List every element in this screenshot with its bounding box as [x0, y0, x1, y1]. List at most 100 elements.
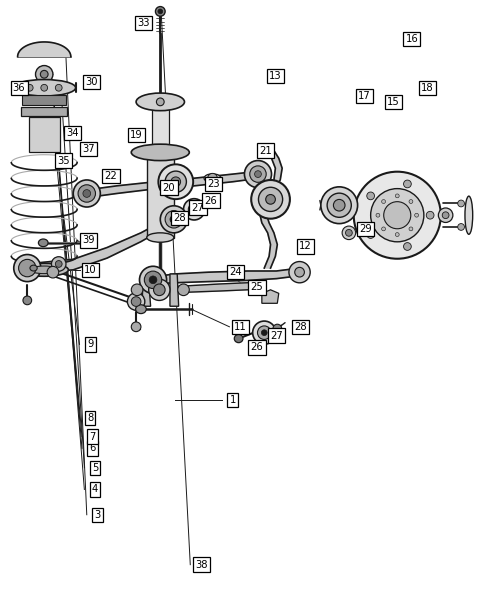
- Ellipse shape: [204, 174, 221, 183]
- Text: 30: 30: [85, 77, 98, 87]
- Circle shape: [155, 6, 165, 16]
- Circle shape: [188, 204, 199, 215]
- Text: 9: 9: [87, 339, 93, 349]
- Circle shape: [457, 200, 464, 207]
- Circle shape: [408, 227, 412, 231]
- Text: 8: 8: [87, 413, 93, 423]
- Text: 28: 28: [173, 213, 185, 223]
- Ellipse shape: [136, 305, 146, 313]
- Circle shape: [394, 194, 398, 198]
- Text: 6: 6: [89, 444, 95, 454]
- Circle shape: [55, 260, 62, 267]
- Circle shape: [320, 187, 357, 224]
- Circle shape: [73, 180, 100, 207]
- Text: 5: 5: [91, 463, 98, 473]
- Circle shape: [370, 188, 423, 242]
- Ellipse shape: [147, 233, 173, 242]
- Text: 25: 25: [250, 283, 263, 293]
- Circle shape: [341, 226, 355, 240]
- Circle shape: [345, 230, 351, 236]
- Polygon shape: [259, 147, 282, 268]
- Ellipse shape: [30, 265, 37, 271]
- Text: 33: 33: [137, 18, 149, 28]
- Text: 35: 35: [57, 155, 70, 166]
- Circle shape: [251, 180, 289, 219]
- Circle shape: [131, 322, 141, 332]
- Text: 19: 19: [129, 130, 142, 140]
- Text: 23: 23: [207, 179, 219, 189]
- Circle shape: [288, 262, 310, 283]
- Text: 26: 26: [204, 196, 217, 206]
- Polygon shape: [27, 215, 173, 272]
- Text: 21: 21: [259, 145, 272, 155]
- Circle shape: [394, 233, 398, 237]
- Circle shape: [51, 257, 66, 271]
- Text: 1: 1: [229, 395, 236, 405]
- Polygon shape: [169, 274, 178, 306]
- Polygon shape: [261, 290, 278, 303]
- Circle shape: [35, 65, 53, 83]
- Circle shape: [191, 207, 196, 212]
- Circle shape: [261, 330, 267, 336]
- Text: 12: 12: [298, 241, 311, 252]
- Text: 17: 17: [357, 91, 370, 101]
- Circle shape: [252, 321, 275, 345]
- Circle shape: [375, 213, 379, 217]
- Polygon shape: [142, 274, 151, 306]
- Circle shape: [169, 216, 177, 223]
- Circle shape: [156, 98, 164, 106]
- Ellipse shape: [13, 80, 76, 96]
- Circle shape: [149, 276, 157, 284]
- Circle shape: [177, 284, 189, 296]
- Circle shape: [23, 296, 31, 305]
- Text: 29: 29: [359, 224, 371, 234]
- Circle shape: [403, 180, 410, 188]
- Circle shape: [414, 213, 418, 217]
- Circle shape: [160, 206, 187, 233]
- Circle shape: [381, 200, 385, 203]
- Text: 18: 18: [420, 83, 433, 92]
- Text: 38: 38: [195, 560, 207, 570]
- Text: 3: 3: [94, 509, 100, 519]
- Circle shape: [149, 279, 169, 300]
- Circle shape: [158, 9, 162, 14]
- Ellipse shape: [200, 201, 209, 209]
- Circle shape: [441, 212, 448, 219]
- Circle shape: [14, 254, 41, 282]
- Text: 13: 13: [269, 71, 281, 81]
- Circle shape: [26, 84, 33, 91]
- Circle shape: [353, 171, 440, 259]
- Ellipse shape: [30, 266, 59, 274]
- Bar: [151, 104, 168, 154]
- Circle shape: [408, 200, 412, 203]
- Text: 20: 20: [162, 183, 175, 193]
- Circle shape: [165, 171, 186, 193]
- Circle shape: [78, 185, 95, 202]
- Circle shape: [47, 266, 59, 278]
- Text: 22: 22: [105, 171, 117, 181]
- Text: 16: 16: [405, 34, 417, 44]
- Ellipse shape: [20, 263, 68, 276]
- Circle shape: [41, 84, 47, 91]
- Text: 37: 37: [82, 144, 95, 154]
- Circle shape: [383, 201, 410, 229]
- Polygon shape: [87, 171, 259, 197]
- Circle shape: [366, 231, 374, 239]
- Circle shape: [158, 164, 193, 199]
- Circle shape: [183, 198, 204, 220]
- Text: 7: 7: [89, 432, 95, 442]
- Circle shape: [257, 326, 271, 339]
- Circle shape: [165, 211, 182, 228]
- Circle shape: [170, 177, 180, 187]
- Text: 15: 15: [386, 97, 399, 107]
- Circle shape: [207, 173, 217, 183]
- Text: 10: 10: [84, 265, 96, 275]
- Circle shape: [272, 324, 281, 333]
- Circle shape: [18, 259, 36, 277]
- Text: 4: 4: [91, 485, 98, 495]
- Circle shape: [333, 200, 344, 211]
- Text: 34: 34: [66, 128, 78, 138]
- Circle shape: [131, 297, 141, 306]
- Circle shape: [265, 194, 275, 204]
- Circle shape: [127, 293, 145, 310]
